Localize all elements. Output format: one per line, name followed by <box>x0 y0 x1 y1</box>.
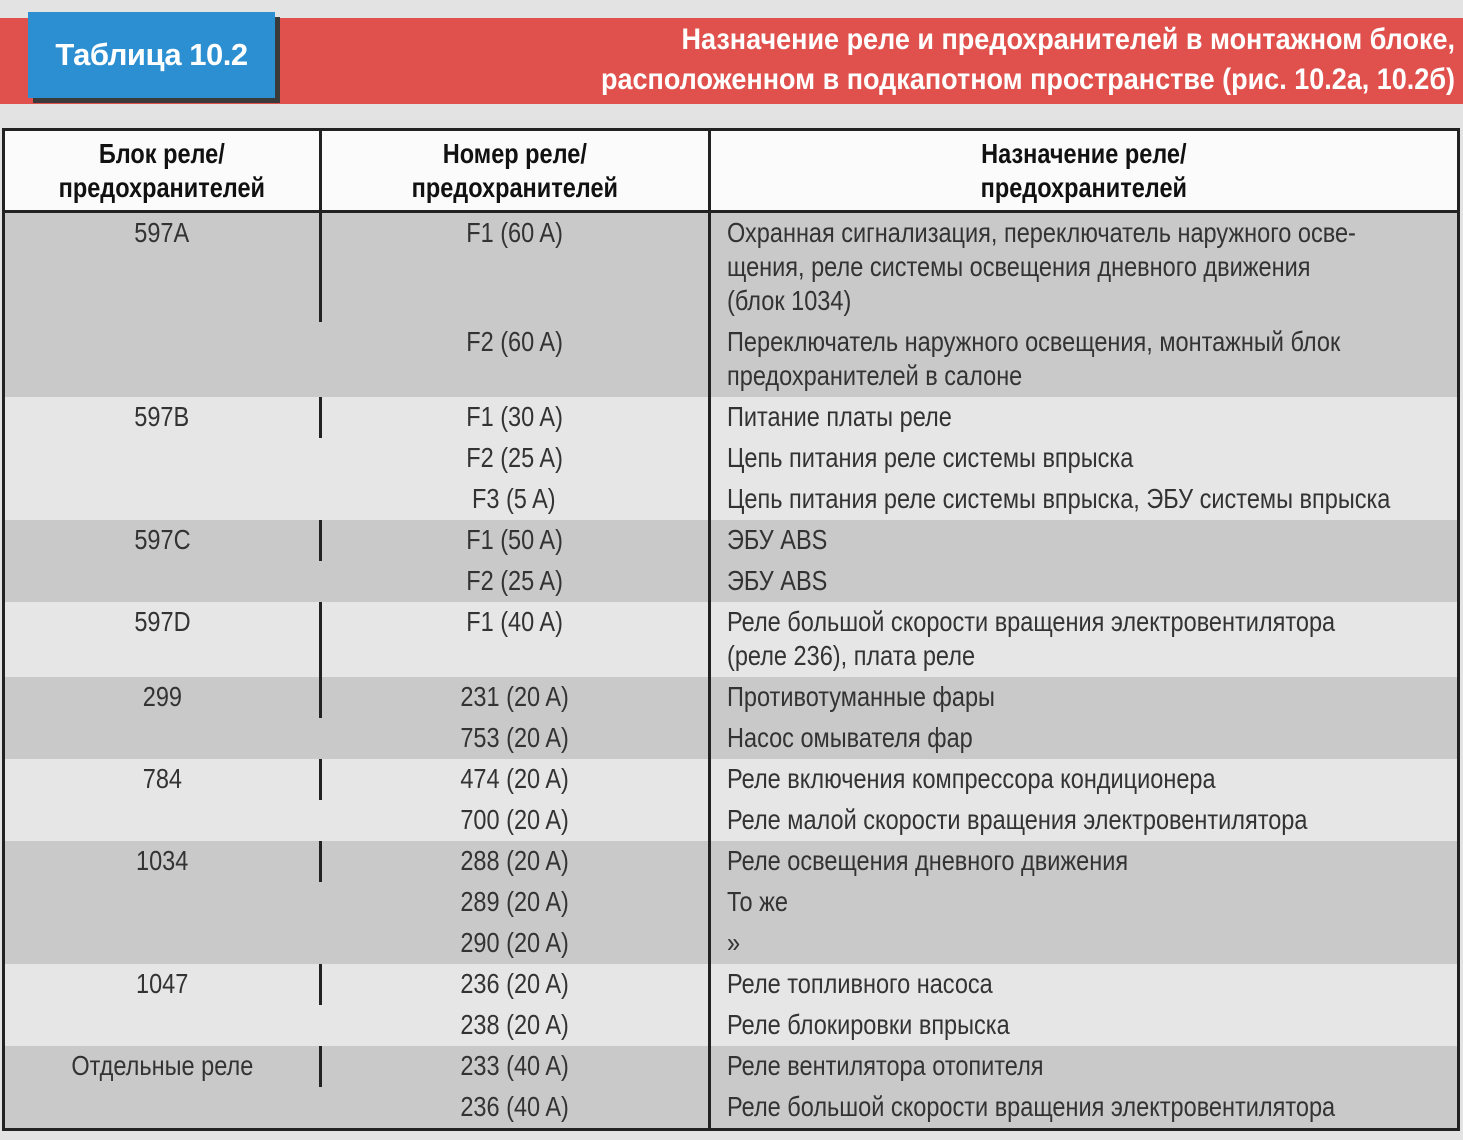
table-row: F2 (60 A) Переключатель наружного освещен… <box>4 322 1459 397</box>
table-row: F2 (25 A) Цепь питания реле системы впрыс… <box>4 438 1459 479</box>
number-cell: 474 (20 A) <box>319 759 710 800</box>
purpose-cell: » <box>708 923 1459 964</box>
purpose-cell: Переключатель наружного освещения, монта… <box>708 322 1459 397</box>
purpose-cell: Реле топливного насоса <box>708 964 1459 1005</box>
column-header-number: Номер реле/ предохранителей <box>319 129 710 213</box>
block-cell: 299 <box>3 677 321 759</box>
table-row: 784 474 (20 A) Реле включения компрессора … <box>3 759 1459 841</box>
table-row: 289 (20 A) То же <box>4 882 1459 923</box>
number-cell: 238 (20 A) <box>320 1005 710 1046</box>
purpose-cell: Противотуманные фары <box>708 677 1459 718</box>
header-row: Блок реле/ предохранителей Номер реле/ п… <box>3 129 1459 213</box>
block-cell: 597B <box>3 397 321 520</box>
table-row: 597A F1 (60 A) Охранная сигнализация, пере… <box>3 211 1459 397</box>
table-row: Отдельные реле 233 (40 A) Реле вентилятора… <box>3 1046 1459 1130</box>
table-row: 753 (20 A) Насос омывателя фар <box>4 718 1459 759</box>
block-cell: 597A <box>3 211 321 397</box>
number-cell: F2 (25 A) <box>320 438 710 479</box>
number-cell: 288 (20 A) <box>319 841 710 882</box>
purpose-cell: Реле включения компрессора кондиционера <box>708 759 1459 800</box>
title-line-2: расположенном в подкапотном пространстве… <box>601 63 1455 96</box>
block-cell: 1047 <box>3 964 321 1046</box>
number-cell: F1 (30 A) <box>319 397 710 438</box>
purpose-cell: Реле большой скорости вращения электрове… <box>708 602 1459 677</box>
purpose-cell: Охранная сигнализация, переключатель нар… <box>708 211 1459 322</box>
purpose-cell: Реле блокировки впрыска <box>708 1005 1459 1046</box>
block-cell: 597C <box>3 520 321 602</box>
purpose-cell: ЭБУ ABS <box>708 561 1459 602</box>
table-row: 597C F1 (50 A) ЭБУ ABS <box>3 520 1459 602</box>
table-row: 290 (20 A)» <box>4 923 1459 964</box>
number-cell: 233 (40 A) <box>319 1046 710 1087</box>
column-header-block: Блок реле/ предохранителей <box>3 129 321 213</box>
table-row: 597B F1 (30 A) Питание платы реле <box>3 397 1459 520</box>
number-cell: 289 (20 A) <box>320 882 710 923</box>
purpose-cell: Цепь питания реле системы впрыска <box>708 438 1459 479</box>
table-row: 238 (20 A) Реле блокировки впрыска <box>4 1005 1459 1046</box>
number-cell: 236 (20 A) <box>319 964 710 1005</box>
relay-fuse-table: Блок реле/ предохранителей Номер реле/ п… <box>2 128 1460 1131</box>
number-cell: F1 (50 A) <box>319 520 710 561</box>
block-cell: 1034 <box>3 841 321 964</box>
block-cell: Отдельные реле <box>3 1046 321 1130</box>
purpose-cell: Реле большой скорости вращения электрове… <box>708 1087 1459 1130</box>
table-row: 1034 288 (20 A) Реле освещения дневного дв… <box>3 841 1459 964</box>
number-cell: 290 (20 A) <box>320 923 710 964</box>
purpose-cell: Реле освещения дневного движения <box>708 841 1459 882</box>
table-row: 1047 236 (20 A) Реле топливного насоса <box>3 964 1459 1046</box>
table-row: F3 (5 A) Цепь питания реле системы впрыск… <box>4 479 1459 520</box>
purpose-cell: То же <box>708 882 1459 923</box>
number-cell: 231 (20 A) <box>319 677 710 718</box>
purpose-cell: Реле вентилятора отопителя <box>708 1046 1459 1087</box>
block-cell: 784 <box>3 759 321 841</box>
table-row: 700 (20 A) Реле малой скорости вращения э… <box>4 800 1459 841</box>
number-cell: 236 (40 A) <box>320 1087 710 1130</box>
number-cell: F1 (60 A) <box>319 211 710 322</box>
purpose-cell: Реле малой скорости вращения электровент… <box>708 800 1459 841</box>
purpose-cell: Насос омывателя фар <box>708 718 1459 759</box>
purpose-cell: Питание платы реле <box>708 397 1459 438</box>
table-row: 236 (40 A) Реле большой скорости вращения… <box>4 1087 1459 1130</box>
column-header-purpose: Назначение реле/ предохранителей <box>708 129 1459 213</box>
table-row: F2 (25 A) ЭБУ ABS <box>4 561 1459 602</box>
number-cell: F2 (25 A) <box>320 561 710 602</box>
table-title: Назначение реле и предохранителей в монт… <box>335 20 1455 100</box>
table-label: Таблица 10.2 <box>55 37 248 72</box>
title-line-1: Назначение реле и предохранителей в монт… <box>681 23 1455 56</box>
purpose-cell: ЭБУ ABS <box>708 520 1459 561</box>
number-cell: F3 (5 A) <box>320 479 710 520</box>
purpose-cell: Цепь питания реле системы впрыска, ЭБУ с… <box>708 479 1459 520</box>
number-cell: F2 (60 A) <box>320 322 710 397</box>
table-label-box: Таблица 10.2 <box>28 12 275 98</box>
table-row: 299 231 (20 A) Противотуманные фары <box>3 677 1459 759</box>
number-cell: 700 (20 A) <box>320 800 710 841</box>
number-cell: F1 (40 A) <box>319 602 710 677</box>
block-cell: 597D <box>3 602 321 677</box>
table-row: 597D F1 (40 A) Реле большой скорости враще… <box>3 602 1459 677</box>
number-cell: 753 (20 A) <box>320 718 710 759</box>
